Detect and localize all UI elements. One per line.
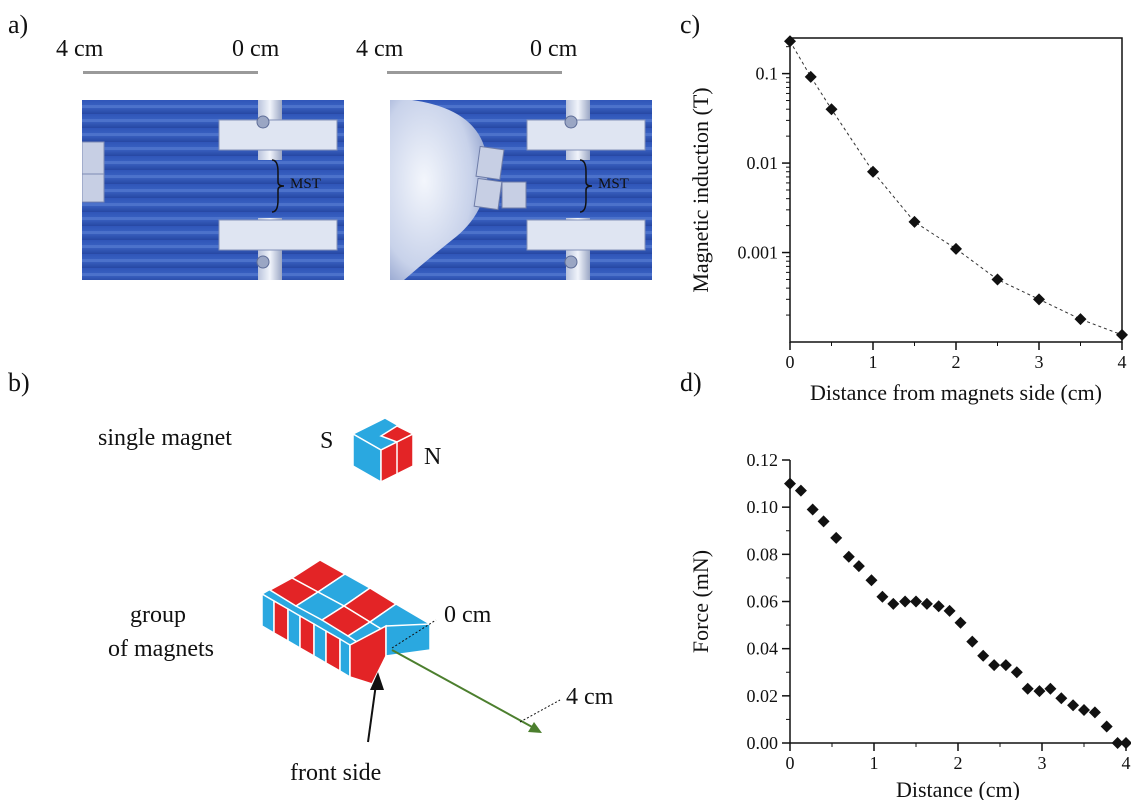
data-point [1120, 737, 1131, 749]
group-label-line2: of magnets [108, 636, 214, 662]
x-tick-label: 1 [870, 753, 879, 773]
data-point [1088, 706, 1101, 719]
data-point [804, 70, 817, 83]
y-tick-label: 0.10 [747, 497, 779, 517]
data-point [1111, 737, 1124, 749]
fit-line [789, 40, 1123, 336]
data-point [1033, 685, 1046, 698]
data-point [865, 574, 878, 587]
data-point [950, 242, 962, 255]
data-point [1100, 720, 1113, 733]
panel-label-b: b) [8, 368, 30, 397]
scale-bar-left [83, 71, 258, 74]
y-tick-label: 0.08 [747, 544, 779, 564]
data-point [1074, 313, 1087, 326]
x-axis-label: Distance from magnets side (cm) [810, 380, 1102, 405]
data-point [1010, 666, 1023, 679]
mst-label-right: MST [598, 176, 629, 192]
x-axis-label: Distance (cm) [896, 777, 1020, 800]
scale-left-4cm: 4 cm [56, 36, 104, 62]
data-point [784, 35, 796, 48]
y-tick-label: 0.1 [756, 64, 779, 84]
front-side-label: front side [290, 760, 382, 786]
x-tick-label: 0 [786, 352, 795, 372]
x-tick-label: 4 [1118, 352, 1127, 372]
x-tick-label: 3 [1038, 753, 1047, 773]
y-tick-label: 0.02 [747, 686, 779, 706]
data-point [899, 595, 912, 608]
data-point [867, 165, 879, 178]
data-point [1055, 692, 1068, 705]
pole-s-label: S [320, 428, 334, 454]
zero-cm-leader [391, 619, 437, 649]
data-point [817, 515, 830, 528]
data-point [908, 215, 921, 228]
scale-left-0cm: 0 cm [232, 36, 280, 62]
data-point [977, 649, 990, 662]
plot-frame [789, 37, 1123, 343]
x-tick-label: 3 [1035, 352, 1044, 372]
data-point [920, 597, 933, 610]
four-cm-label: 4 cm [566, 684, 614, 710]
y-tick-label: 0.001 [738, 243, 779, 263]
y-tick-label: 0.00 [747, 733, 779, 753]
data-point [852, 560, 865, 573]
single-magnet-cube [351, 417, 415, 484]
data-point [794, 484, 807, 497]
x-tick-label: 1 [869, 352, 878, 372]
panel-label-c: c) [680, 10, 701, 39]
mst-label-left: MST [290, 176, 321, 192]
x-tick-label: 4 [1122, 753, 1131, 773]
data-point [999, 659, 1012, 672]
data-point [988, 659, 1001, 672]
four-cm-leader [519, 699, 561, 723]
data-point [825, 103, 838, 116]
x-tick-label: 0 [786, 753, 795, 773]
data-point [784, 477, 796, 490]
data-point [954, 616, 967, 629]
y-tick-label: 0.04 [747, 639, 779, 659]
single-magnet-label: single magnet [98, 425, 232, 451]
data-point [1116, 328, 1128, 341]
panel-label-a: a) [8, 10, 29, 39]
data-point [1067, 699, 1080, 712]
data-point [1033, 293, 1045, 306]
data-point [1078, 703, 1090, 716]
data-point [1021, 682, 1034, 695]
scale-right-4cm: 4 cm [356, 36, 404, 62]
data-point [842, 550, 855, 563]
y-tick-label: 0.01 [747, 153, 779, 173]
data-point [1044, 682, 1057, 695]
x-tick-label: 2 [952, 352, 961, 372]
scale-bar-right [387, 71, 562, 74]
y-axis-label: Magnetic induction (T) [688, 87, 713, 292]
pole-n-label: N [424, 444, 442, 470]
data-point [910, 595, 922, 608]
group-label-line1: group [130, 602, 186, 628]
chart-magnetic-induction: 0 1 2 3 4 0.1 0.01 0.001 Distance from magnets s… [688, 35, 1128, 405]
data-point [932, 600, 945, 613]
data-point [876, 590, 889, 603]
panel-label-d: d) [680, 368, 702, 397]
magnet-diagram [260, 417, 561, 743]
scale-right-0cm: 0 cm [530, 36, 578, 62]
front-side-arrow [367, 683, 377, 743]
data-point [806, 503, 819, 516]
zero-cm-label: 0 cm [444, 602, 492, 628]
data-point [887, 597, 900, 610]
data-point [991, 273, 1004, 286]
front-side-arrowhead [370, 672, 384, 690]
chart-force: 0 1 2 3 4 0.00 0.02 0.04 0.06 0.08 0.10 0.12 Distanc… [688, 450, 1131, 800]
data-point [830, 531, 843, 544]
y-tick-label: 0.06 [747, 592, 779, 612]
data-point [966, 635, 979, 648]
magnet-group [260, 559, 432, 686]
x-tick-label: 2 [954, 753, 963, 773]
y-axis-label: Force (mN) [688, 550, 713, 653]
photo-pair [82, 100, 652, 280]
y-tick-label: 0.12 [747, 450, 779, 470]
distance-arrowhead [528, 722, 542, 733]
distance-arrow [391, 649, 535, 729]
data-point [943, 604, 956, 617]
